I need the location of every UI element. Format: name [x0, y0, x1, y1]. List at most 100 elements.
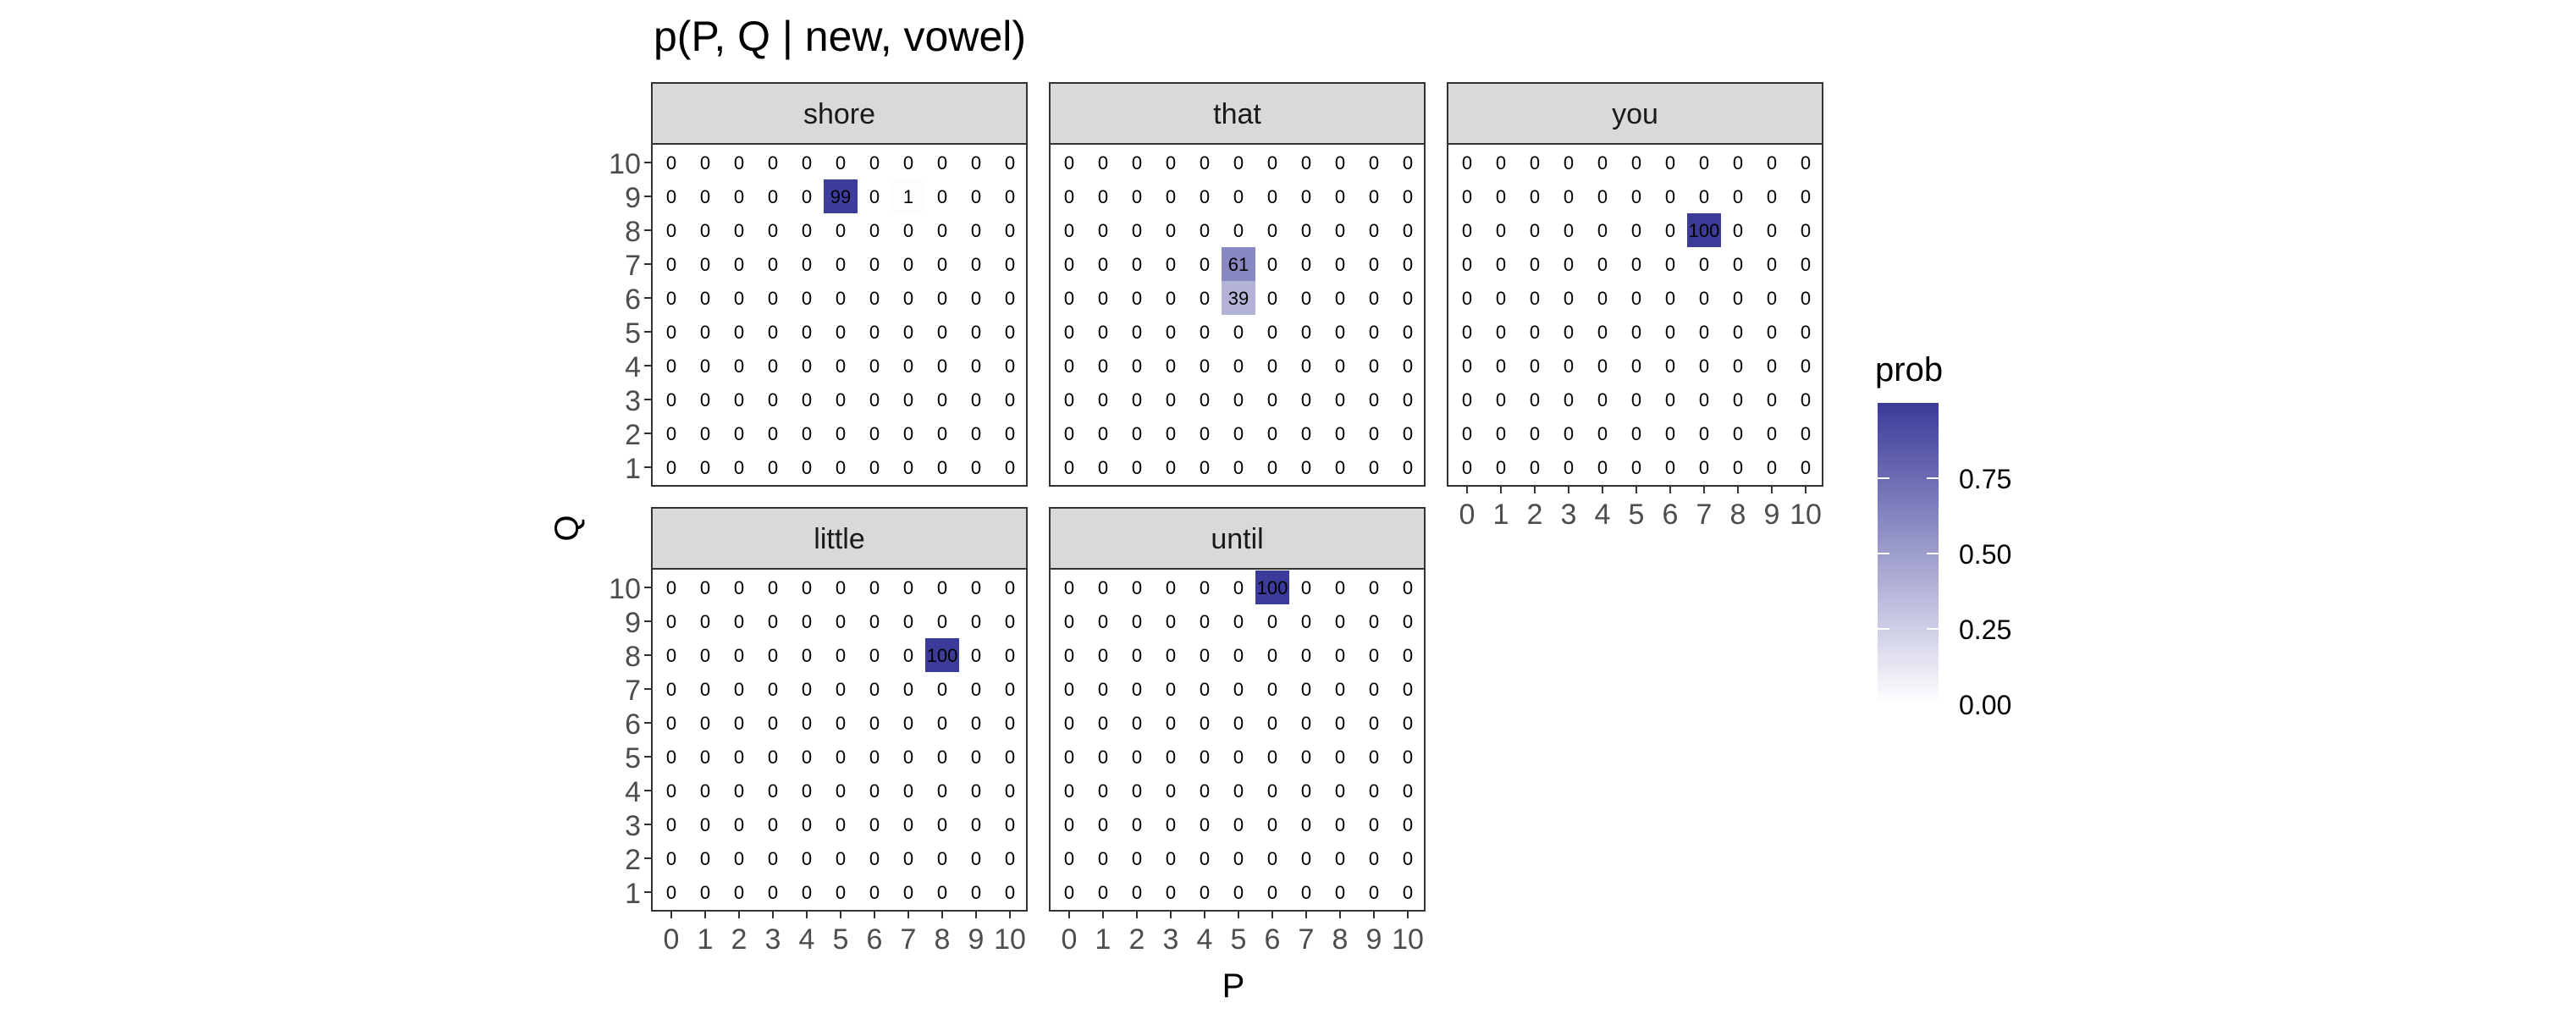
cell-label: 0	[1564, 457, 1574, 478]
cell-label: 0	[1098, 457, 1108, 478]
cell-label: 0	[1403, 611, 1413, 632]
x-tick-label: 8	[935, 923, 951, 956]
cell-label: 0	[1733, 389, 1743, 411]
heatmap-tile	[1687, 213, 1721, 247]
cell-label: 0	[971, 220, 981, 241]
cell-label: 0	[1496, 254, 1506, 275]
cell-label: 0	[666, 577, 676, 598]
cell-label: 0	[971, 423, 981, 444]
cell-label: 0	[666, 457, 676, 478]
cell-label: 0	[1462, 288, 1472, 309]
cell-label: 0	[1005, 322, 1015, 343]
cell-label: 0	[1335, 355, 1345, 377]
cell-label: 0	[1335, 288, 1345, 309]
cell-label: 0	[1233, 389, 1244, 411]
cell-label: 0	[1403, 713, 1413, 734]
cell-label: 0	[869, 322, 880, 343]
cell-label: 0	[869, 152, 880, 174]
cell-label: 0	[836, 713, 846, 734]
heatmap-tile	[925, 638, 959, 672]
cell-label: 0	[1369, 322, 1379, 343]
cell-label: 0	[802, 814, 812, 835]
cell-label: 0	[700, 645, 710, 666]
cell-label: 0	[768, 457, 778, 478]
cell-label: 0	[666, 713, 676, 734]
cell-label: 0	[1767, 152, 1777, 174]
cell-label: 0	[1369, 186, 1379, 207]
cell-label: 0	[1369, 780, 1379, 802]
x-tick-label: 6	[1663, 499, 1679, 531]
cell-label: 0	[869, 814, 880, 835]
cell-label: 0	[1369, 152, 1379, 174]
y-tick-label: 5	[625, 742, 641, 774]
cell-label: 0	[1098, 611, 1108, 632]
legend-break-label: 0.25	[1959, 614, 2011, 645]
cell-label: 0	[1132, 882, 1142, 903]
cell-label: 0	[869, 679, 880, 700]
cell-label: 0	[734, 355, 744, 377]
cell-label: 0	[1335, 814, 1345, 835]
cell-label: 0	[903, 254, 913, 275]
cell-label: 0	[971, 186, 981, 207]
cell-label: 0	[1098, 679, 1108, 700]
cell-label: 0	[734, 577, 744, 598]
x-tick-label: 0	[664, 923, 680, 956]
cell-label: 0	[700, 423, 710, 444]
cell-label: 0	[734, 713, 744, 734]
cell-label: 0	[1132, 389, 1142, 411]
x-tick-label: 3	[765, 923, 781, 956]
cell-label: 0	[869, 577, 880, 598]
cell-label: 0	[768, 389, 778, 411]
cell-label: 0	[666, 645, 676, 666]
cell-label: 0	[1496, 288, 1506, 309]
legend: prob 0.00 0.25 0.50 0.75	[1875, 351, 2011, 720]
cell-label: 0	[1801, 389, 1811, 411]
cell-label: 0	[1733, 152, 1743, 174]
cell-label: 0	[768, 152, 778, 174]
cell-label: 0	[1496, 322, 1506, 343]
cell-label: 0	[1233, 457, 1244, 478]
cell-label: 0	[1233, 645, 1244, 666]
cell-label: 0	[1403, 186, 1413, 207]
legend-break-label: 0.50	[1959, 539, 2011, 570]
cell-label: 0	[1335, 577, 1345, 598]
cell-label: 0	[1301, 814, 1311, 835]
y-tick-label: 10	[609, 573, 641, 605]
cell-label: 0	[1301, 220, 1311, 241]
cell-label: 0	[1335, 747, 1345, 768]
cell-label: 0	[734, 152, 744, 174]
cell-label: 0	[1597, 322, 1608, 343]
cell-label: 0	[666, 611, 676, 632]
y-tick-label: 9	[625, 182, 641, 214]
cell-label: 0	[1132, 679, 1142, 700]
cell-label: 0	[734, 679, 744, 700]
cell-label: 0	[1005, 152, 1015, 174]
x-tick-label: 3	[1163, 923, 1179, 956]
cell-label: 0	[666, 389, 676, 411]
cell-label: 0	[836, 577, 846, 598]
cell-label: 0	[802, 679, 812, 700]
y-tick-label: 8	[625, 216, 641, 248]
cell-label: 0	[1369, 679, 1379, 700]
cell-label: 0	[1403, 322, 1413, 343]
facet-strip	[1447, 82, 1823, 145]
x-tick-label: 8	[1332, 923, 1349, 956]
cell-label: 0	[1200, 389, 1210, 411]
x-tick-label: 6	[1265, 923, 1281, 956]
cell-label: 0	[869, 288, 880, 309]
cell-label: 0	[903, 747, 913, 768]
cell-label: 0	[1369, 645, 1379, 666]
cell-label: 0	[1166, 457, 1176, 478]
cell-label: 0	[1166, 322, 1176, 343]
legend-break-label: 0.75	[1959, 464, 2011, 494]
cell-label: 0	[869, 780, 880, 802]
cell-label: 0	[1403, 355, 1413, 377]
x-tick-label: 7	[1299, 923, 1315, 956]
cell-label: 0	[1166, 389, 1176, 411]
cell-label: 0	[1733, 254, 1743, 275]
cell-label: 0	[1233, 814, 1244, 835]
cell-label: 0	[937, 713, 947, 734]
cell-label: 0	[1064, 423, 1074, 444]
cell-label: 0	[869, 186, 880, 207]
cell-label: 0	[1665, 254, 1675, 275]
